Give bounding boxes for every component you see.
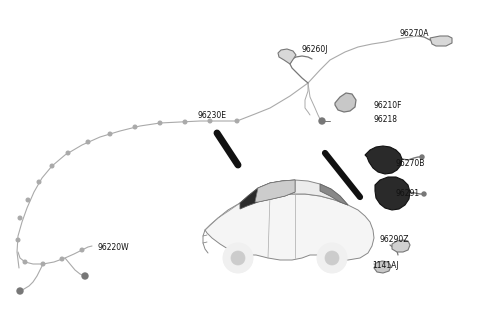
Polygon shape <box>278 49 296 64</box>
Text: 96290Z: 96290Z <box>380 236 409 244</box>
Polygon shape <box>392 240 410 252</box>
Polygon shape <box>430 36 452 46</box>
Text: 96218: 96218 <box>373 114 397 124</box>
Circle shape <box>86 140 90 144</box>
Circle shape <box>16 238 20 242</box>
Circle shape <box>235 119 239 123</box>
Polygon shape <box>374 261 391 273</box>
Text: 96230E: 96230E <box>197 112 226 120</box>
Circle shape <box>133 125 137 129</box>
Circle shape <box>17 288 23 294</box>
Circle shape <box>23 260 27 264</box>
Circle shape <box>231 251 245 265</box>
Circle shape <box>183 120 187 124</box>
Circle shape <box>420 155 424 159</box>
Circle shape <box>18 216 22 220</box>
Text: 96210F: 96210F <box>373 101 401 111</box>
Polygon shape <box>335 93 356 112</box>
Polygon shape <box>320 184 348 205</box>
Circle shape <box>223 243 253 273</box>
Text: 96270B: 96270B <box>395 158 424 168</box>
Polygon shape <box>255 180 295 202</box>
Polygon shape <box>365 146 402 174</box>
Text: 96291: 96291 <box>395 189 419 197</box>
Text: 1141AJ: 1141AJ <box>372 260 398 270</box>
Text: 96270A: 96270A <box>400 29 430 37</box>
Circle shape <box>317 243 347 273</box>
Circle shape <box>50 164 54 168</box>
Text: 96260J: 96260J <box>302 46 328 54</box>
Circle shape <box>208 119 212 123</box>
Circle shape <box>80 248 84 252</box>
Circle shape <box>41 262 45 266</box>
Polygon shape <box>240 180 295 209</box>
Circle shape <box>325 251 339 265</box>
Circle shape <box>158 121 162 125</box>
Polygon shape <box>205 194 374 260</box>
Circle shape <box>37 180 41 184</box>
Circle shape <box>66 151 70 155</box>
Circle shape <box>26 198 30 202</box>
Polygon shape <box>375 177 410 210</box>
Circle shape <box>60 257 64 261</box>
Circle shape <box>82 273 88 279</box>
Circle shape <box>108 132 112 136</box>
Circle shape <box>319 118 325 124</box>
Text: 96220W: 96220W <box>98 243 130 253</box>
Polygon shape <box>240 180 348 205</box>
Circle shape <box>422 192 426 196</box>
